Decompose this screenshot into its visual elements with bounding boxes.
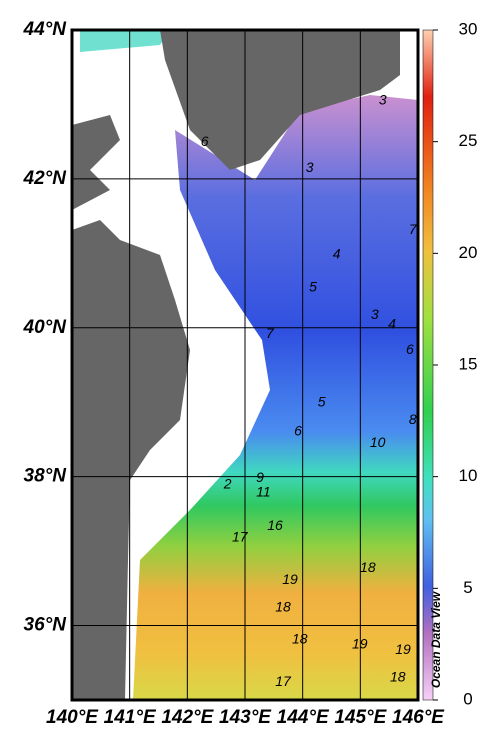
x-tick-label: 140°E (46, 707, 99, 728)
contour-label: 17 (275, 673, 292, 689)
x-tick-label: 143°E (219, 707, 272, 728)
contour-label: 16 (267, 517, 283, 533)
contour-label: 18 (360, 559, 376, 575)
x-tick-label: 144°E (277, 707, 330, 728)
x-tick-label: 142°E (161, 707, 214, 728)
contour-label: 5 (318, 394, 326, 410)
land (72, 30, 400, 700)
contour-label: 10 (370, 434, 386, 450)
y-tick-label: 36°N (24, 615, 68, 636)
contour-label: 7 (266, 325, 275, 341)
contour-label: 9 (256, 469, 264, 485)
contour-label: 18 (275, 598, 291, 614)
contour-label: 2 (223, 476, 232, 492)
colorbar-tick-label: 20 (459, 243, 478, 262)
contour-label: 18 (390, 668, 406, 684)
x-tick-label: 145°E (334, 707, 387, 728)
colorbar-tick-label: 25 (459, 131, 478, 150)
contour-label: 3 (371, 306, 379, 322)
contour-label: 18 (292, 630, 308, 646)
contour-label: 4 (388, 316, 396, 332)
contour-label: 5 (309, 278, 317, 294)
y-tick-label: 40°N (23, 317, 68, 338)
contour-label: 19 (395, 641, 411, 657)
contour-label: 4 (333, 246, 341, 262)
colorbar-tick-label: 30 (459, 19, 478, 38)
y-tick-label: 38°N (24, 466, 68, 487)
contour-label: 19 (352, 636, 368, 652)
contour-label: 11 (256, 484, 271, 500)
colorbar-tick-label: 10 (459, 466, 478, 485)
y-tick-label: 44°N (23, 19, 68, 40)
contour-label: 19 (282, 571, 298, 587)
y-tick-label: 42°N (23, 168, 68, 189)
contour-label: 7 (409, 221, 418, 237)
colorbar-tick-label: 15 (459, 354, 478, 373)
colorbar-tick-label: 0 (463, 689, 472, 708)
contour-label: 6 (201, 133, 209, 149)
contour-label: 6 (294, 423, 302, 439)
x-tick-label: 146°E (392, 707, 445, 728)
contour-label: 3 (306, 159, 314, 175)
x-tick-label: 141°E (104, 707, 157, 728)
contour-label: 8 (409, 411, 417, 427)
watermark: Ocean Data View (429, 591, 443, 688)
contour-label: 17 (232, 528, 249, 544)
ocean-field (80, 30, 418, 700)
contour-label: 3 (379, 91, 387, 107)
colorbar-tick-label: 5 (463, 578, 472, 597)
frame (70, 28, 420, 702)
contour-label: 6 (406, 341, 414, 357)
